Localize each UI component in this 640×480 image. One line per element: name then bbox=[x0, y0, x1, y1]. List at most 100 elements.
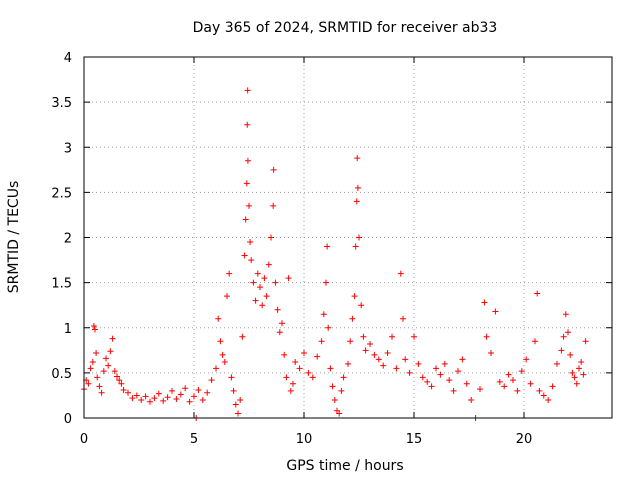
data-point bbox=[371, 351, 378, 358]
data-point bbox=[571, 374, 578, 381]
data-point bbox=[169, 387, 175, 394]
data-point bbox=[290, 380, 296, 387]
data-point bbox=[276, 329, 283, 336]
data-point bbox=[191, 393, 197, 400]
y-axis: 0 0.5 1 1.5 2 2.5 3 3.5 4 bbox=[51, 51, 612, 427]
data-point bbox=[492, 308, 499, 315]
data-point bbox=[463, 380, 470, 387]
series-ab33 bbox=[81, 87, 589, 421]
y-tick-label: 1.5 bbox=[51, 277, 72, 292]
data-point bbox=[354, 155, 361, 162]
data-point bbox=[562, 311, 569, 318]
data-point bbox=[450, 387, 457, 394]
data-point bbox=[549, 383, 556, 390]
data-point bbox=[195, 387, 202, 394]
data-point bbox=[380, 362, 387, 369]
data-point bbox=[111, 368, 118, 375]
data-point bbox=[246, 202, 252, 209]
data-point bbox=[133, 392, 140, 399]
x-axis-title: GPS time / hours bbox=[286, 458, 403, 474]
chart-title: Day 365 of 2024, SRMTID for receiver ab3… bbox=[193, 20, 498, 36]
data-point bbox=[324, 243, 331, 250]
data-point bbox=[247, 239, 254, 246]
data-point bbox=[116, 377, 123, 384]
data-point bbox=[309, 374, 316, 381]
data-point bbox=[164, 394, 171, 401]
data-point bbox=[545, 396, 552, 403]
grid-lines bbox=[84, 57, 612, 418]
data-point bbox=[90, 322, 97, 329]
data-point bbox=[424, 378, 431, 385]
data-point bbox=[96, 383, 103, 390]
data-point bbox=[248, 257, 255, 264]
data-point bbox=[518, 368, 525, 375]
data-point bbox=[347, 338, 354, 345]
data-point bbox=[287, 387, 294, 394]
data-point bbox=[523, 356, 530, 363]
data-point bbox=[565, 329, 571, 336]
data-point bbox=[437, 371, 444, 378]
data-point bbox=[160, 397, 167, 404]
data-point bbox=[406, 369, 413, 376]
data-point bbox=[208, 377, 215, 384]
data-point bbox=[182, 385, 189, 392]
data-point bbox=[292, 359, 299, 366]
data-point bbox=[384, 350, 391, 357]
data-point bbox=[393, 365, 400, 372]
data-point bbox=[477, 386, 483, 393]
data-point bbox=[142, 393, 149, 400]
data-point bbox=[527, 380, 534, 387]
x-tick-label: 10 bbox=[296, 432, 313, 447]
data-point bbox=[573, 380, 580, 387]
data-point bbox=[259, 302, 266, 309]
data-point bbox=[244, 87, 251, 94]
data-point bbox=[239, 333, 246, 340]
data-point bbox=[327, 365, 334, 372]
data-point bbox=[257, 284, 263, 291]
data-point bbox=[481, 299, 488, 306]
data-point bbox=[155, 390, 162, 397]
data-point bbox=[120, 387, 127, 394]
data-point bbox=[204, 389, 211, 396]
data-point bbox=[263, 293, 270, 300]
data-point bbox=[283, 374, 290, 381]
data-point bbox=[235, 410, 241, 417]
data-point bbox=[580, 371, 587, 378]
data-point bbox=[98, 389, 105, 396]
y-tick-label: 1 bbox=[64, 322, 72, 337]
data-point bbox=[375, 356, 382, 363]
data-point bbox=[89, 359, 96, 366]
data-point bbox=[411, 333, 417, 340]
data-point bbox=[217, 338, 224, 345]
y-tick-label: 2.5 bbox=[51, 186, 72, 201]
data-point bbox=[274, 306, 281, 313]
data-point bbox=[496, 378, 503, 385]
data-point bbox=[501, 383, 508, 390]
data-point bbox=[241, 252, 248, 259]
data-point bbox=[243, 180, 250, 187]
data-point bbox=[107, 348, 114, 355]
data-point bbox=[532, 338, 538, 345]
data-point bbox=[397, 270, 404, 277]
data-point bbox=[118, 380, 125, 387]
data-point bbox=[336, 410, 343, 417]
data-point bbox=[536, 387, 543, 394]
data-point bbox=[138, 396, 145, 403]
data-points bbox=[81, 87, 589, 421]
data-point bbox=[270, 202, 277, 209]
data-point bbox=[505, 371, 512, 378]
data-point bbox=[215, 315, 222, 322]
data-point bbox=[250, 279, 257, 286]
data-point bbox=[103, 355, 109, 362]
data-point bbox=[301, 350, 307, 357]
data-point bbox=[129, 395, 136, 402]
data-point bbox=[325, 324, 332, 331]
data-point bbox=[433, 365, 439, 372]
data-point bbox=[114, 373, 120, 380]
data-point bbox=[244, 157, 251, 164]
data-point bbox=[483, 333, 490, 340]
data-point bbox=[105, 362, 112, 369]
data-point bbox=[558, 347, 565, 354]
data-point bbox=[582, 338, 589, 345]
y-tick-label: 4 bbox=[64, 51, 72, 66]
